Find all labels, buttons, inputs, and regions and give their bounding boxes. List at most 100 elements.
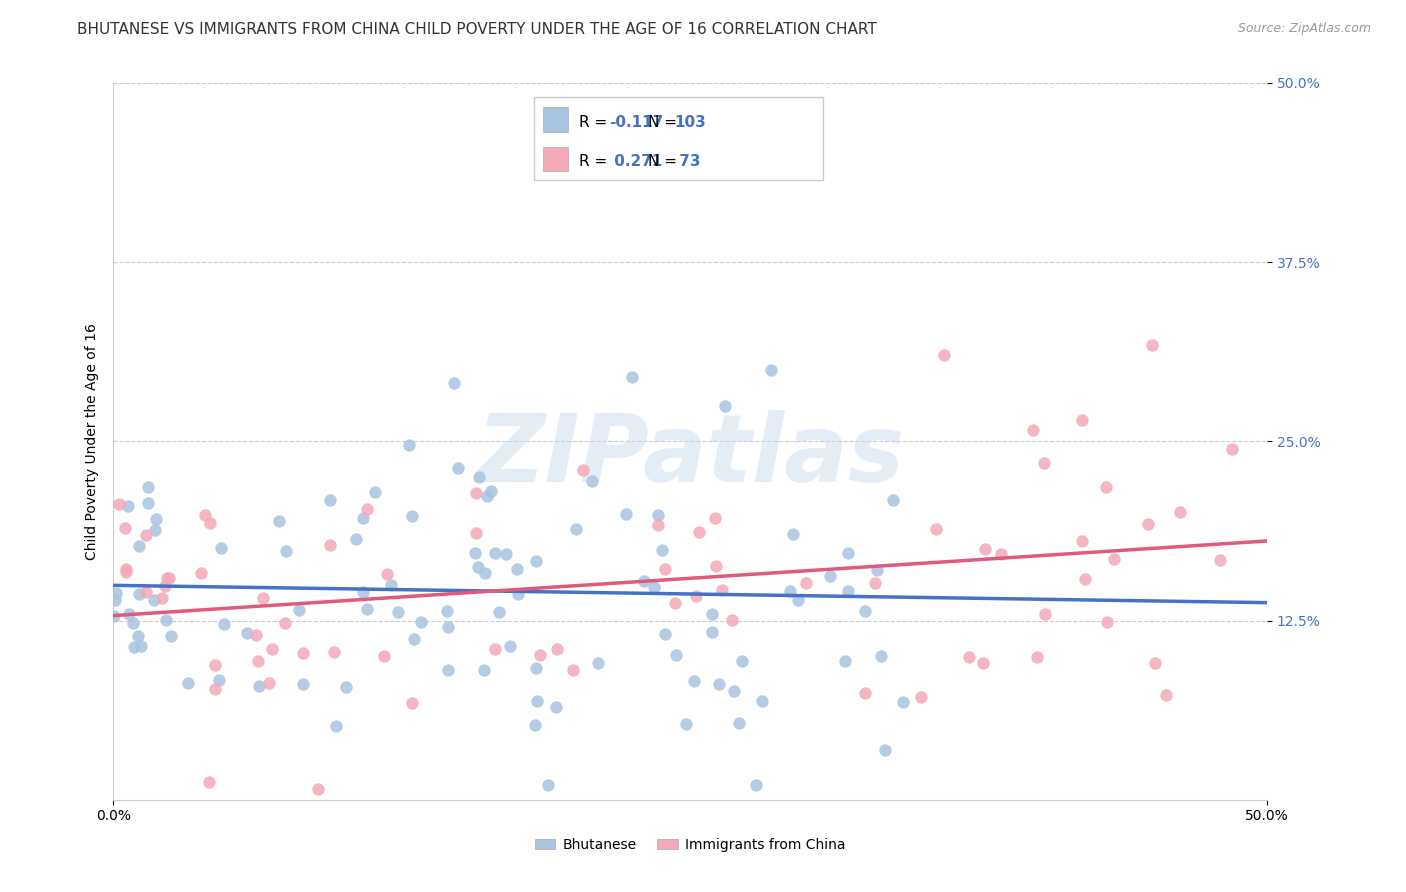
Point [409,615,432,629]
Text: -0.117: -0.117 [609,114,664,129]
Point [177,676,200,690]
Point [863,576,886,591]
Point [561,663,583,677]
Point [683,674,706,689]
Point [869,648,891,663]
Text: N =: N = [648,154,682,169]
Point [274,544,297,558]
Point [143,592,166,607]
Point [834,654,856,668]
Point [524,554,547,568]
Point [794,575,817,590]
Point [546,700,568,714]
Point [467,560,489,574]
Text: 103: 103 [675,114,706,129]
Point [157,571,180,585]
Point [114,561,136,575]
Point [1033,607,1056,622]
Text: Source: ZipAtlas.com: Source: ZipAtlas.com [1237,22,1371,36]
Point [247,679,270,693]
Point [853,604,876,618]
Point [401,696,423,710]
Point [853,686,876,700]
Text: ZIPatlas: ZIPatlas [477,409,904,501]
Point [925,522,948,536]
Point [464,546,486,560]
Point [291,646,314,660]
Point [932,348,955,362]
Point [704,511,727,525]
Point [882,492,904,507]
Point [387,605,409,619]
Point [364,484,387,499]
Point [292,677,315,691]
Point [974,541,997,556]
Text: 0.271: 0.271 [609,154,662,169]
Point [1222,442,1244,456]
Point [443,376,465,391]
Point [104,593,127,607]
Point [837,584,859,599]
Point [115,566,138,580]
Point [135,584,157,599]
Point [136,496,159,510]
Point [380,578,402,592]
Point [779,584,801,599]
Point [571,463,593,477]
Text: R =: R = [579,154,612,169]
Point [1168,504,1191,518]
Point [135,528,157,542]
Point [236,625,259,640]
Point [103,608,125,623]
Point [1209,553,1232,567]
Point [484,545,506,559]
Point [204,657,226,672]
Point [647,508,669,523]
Point [1071,413,1094,427]
Point [335,680,357,694]
Point [245,628,267,642]
Point [155,579,177,593]
Point [1071,534,1094,549]
Point [156,571,179,585]
Point [209,541,232,556]
Point [581,474,603,488]
Point [818,568,841,582]
Point [972,656,994,670]
Point [464,486,486,500]
Point [118,607,141,622]
Point [274,615,297,630]
Point [402,632,425,646]
Text: R =: R = [579,114,612,129]
Point [437,620,460,634]
Point [787,593,810,607]
Point [267,514,290,528]
Point [136,480,159,494]
Point [654,562,676,576]
Point [446,461,468,475]
Text: N =: N = [648,114,682,129]
Point [479,484,502,499]
Point [685,589,707,603]
Point [910,690,932,704]
Text: 73: 73 [675,154,700,169]
Point [1154,688,1177,702]
Point [212,617,235,632]
Point [664,648,686,662]
Point [1104,552,1126,566]
Point [498,640,520,654]
Point [208,673,231,688]
Point [436,604,458,618]
Point [957,649,980,664]
Point [190,566,212,580]
Point [1074,572,1097,586]
Point [704,558,727,573]
Point [588,656,610,670]
Point [352,584,374,599]
Point [506,587,529,601]
Text: BHUTANESE VS IMMIGRANTS FROM CHINA CHILD POVERTY UNDER THE AGE OF 16 CORRELATION: BHUTANESE VS IMMIGRANTS FROM CHINA CHILD… [77,22,877,37]
Point [488,605,510,619]
Point [252,591,274,605]
Point [643,580,665,594]
Point [468,470,491,484]
